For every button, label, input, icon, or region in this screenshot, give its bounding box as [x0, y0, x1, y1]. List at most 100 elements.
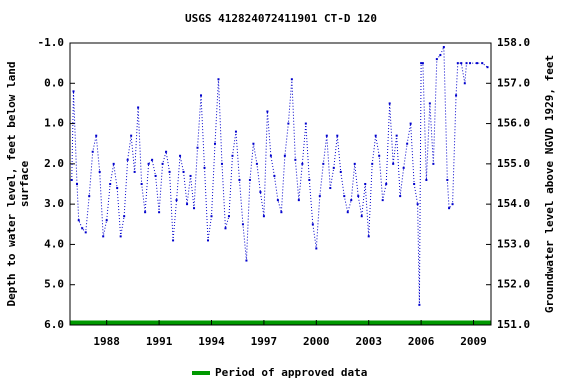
- data-point: [463, 82, 466, 85]
- data-point: [154, 174, 157, 177]
- x-tick-label: 2006: [408, 335, 435, 348]
- y-tick-label: 4.0: [44, 237, 64, 250]
- data-point: [435, 58, 438, 61]
- data-point: [425, 178, 428, 181]
- data-point: [325, 134, 328, 137]
- data-point: [446, 178, 449, 181]
- data-point: [311, 223, 314, 226]
- data-point: [448, 207, 451, 210]
- data-point: [109, 183, 112, 185]
- data-point: [385, 183, 388, 185]
- data-point: [98, 170, 101, 173]
- data-point: [416, 203, 419, 206]
- data-point: [175, 199, 178, 202]
- data-point: [161, 162, 164, 165]
- data-point: [234, 130, 237, 133]
- y-tick-label: 5.0: [44, 278, 64, 291]
- x-tick-label: 1997: [251, 335, 278, 348]
- data-point: [182, 170, 185, 173]
- data-point: [409, 122, 412, 125]
- data-point: [84, 231, 87, 234]
- data-point: [224, 227, 227, 230]
- plot-frame: [69, 42, 492, 326]
- data-point: [241, 223, 244, 226]
- data-point: [336, 134, 339, 137]
- data-point: [213, 142, 216, 145]
- data-point: [332, 166, 335, 169]
- data-point: [220, 162, 223, 165]
- data-point: [315, 247, 318, 250]
- data-point: [346, 211, 349, 214]
- data-point: [290, 78, 293, 81]
- y-tick-label: -1.0: [38, 36, 65, 49]
- series-line: [71, 46, 488, 305]
- data-point: [469, 62, 472, 65]
- y-tick-label: 1.0: [44, 117, 64, 130]
- data-point: [210, 215, 213, 218]
- data-point: [95, 134, 98, 137]
- y2-axis-label: Groundwater level above NGVD 1929, feet: [543, 55, 556, 313]
- data-point: [399, 195, 402, 198]
- data-point: [276, 199, 279, 202]
- y2-tick-label: 155.0: [497, 157, 530, 170]
- data-point: [428, 102, 431, 105]
- data-point: [105, 219, 108, 222]
- data-point: [165, 150, 168, 153]
- data-point: [456, 62, 459, 65]
- data-point: [371, 162, 374, 165]
- data-point: [70, 178, 73, 181]
- data-point: [402, 166, 405, 169]
- chart-title: USGS 412824072411901 CT-D 120: [185, 12, 377, 25]
- data-point: [392, 162, 395, 165]
- data-point: [350, 199, 353, 202]
- data-point: [217, 78, 220, 81]
- y-tick-label: 0.0: [44, 76, 64, 89]
- data-point: [255, 162, 258, 165]
- data-point: [353, 162, 356, 165]
- data-point: [418, 303, 421, 306]
- data-point: [360, 215, 363, 218]
- data-point: [168, 170, 171, 173]
- data-point: [283, 154, 286, 157]
- data-point: [227, 215, 230, 218]
- data-point: [179, 154, 182, 157]
- x-tick-label: 1988: [93, 335, 120, 348]
- x-tick-label: 1994: [198, 335, 225, 348]
- data-point: [193, 207, 196, 210]
- y2-tick-label: 158.0: [497, 36, 530, 49]
- data-point: [329, 187, 332, 190]
- data-point: [269, 154, 272, 157]
- data-point: [388, 102, 391, 105]
- data-point: [374, 134, 377, 137]
- data-point: [343, 195, 346, 198]
- data-point: [186, 203, 189, 206]
- y2-tick-label: 154.0: [497, 197, 530, 210]
- data-point: [322, 162, 325, 165]
- data-point: [238, 178, 241, 181]
- data-point: [133, 170, 136, 173]
- data-point: [280, 211, 283, 214]
- data-point: [245, 259, 248, 262]
- data-point: [252, 142, 255, 145]
- data-point: [381, 199, 384, 202]
- data-point: [130, 134, 133, 137]
- data-point: [364, 183, 367, 185]
- data-point: [123, 215, 126, 218]
- data-point: [432, 162, 435, 165]
- y2-tick-label: 156.0: [497, 117, 530, 130]
- data-point: [357, 195, 360, 198]
- y2-tick-label: 153.0: [497, 237, 530, 250]
- data-point: [116, 187, 119, 190]
- data-point: [77, 219, 80, 222]
- data-point: [158, 211, 161, 214]
- data-point: [421, 62, 424, 65]
- data-point: [406, 142, 409, 145]
- data-point: [189, 174, 192, 177]
- data-point: [465, 62, 468, 65]
- data-point: [455, 94, 458, 97]
- data-point: [75, 183, 78, 185]
- data-point: [126, 158, 129, 161]
- y2-tick-label: 157.0: [497, 76, 530, 89]
- data-point: [378, 154, 381, 157]
- data-point: [451, 203, 454, 206]
